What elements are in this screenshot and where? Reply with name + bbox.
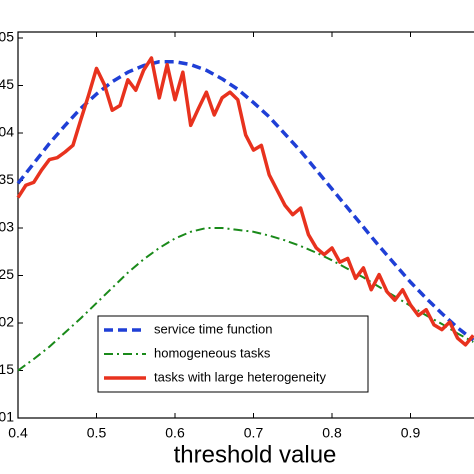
legend-label: service time function	[154, 321, 273, 336]
y-tick-label: 0.01	[0, 409, 14, 425]
legend-label: homogeneous tasks	[154, 345, 271, 360]
legend: service time function homogeneous tasks ta…	[97, 315, 369, 393]
y-tick-label: 0.015	[0, 361, 14, 377]
x-tick-label: 0.6	[165, 425, 185, 441]
y-tick-label: 0.03	[0, 219, 14, 235]
y-tick-label: 0.045	[0, 76, 14, 92]
x-tick-label: 0.7	[244, 425, 264, 441]
x-axis-label: threshold value	[174, 441, 337, 468]
y-tick-label: 0.02	[0, 314, 14, 330]
y-tick-label: 0.035	[0, 171, 14, 187]
y-tick-label: 0.04	[0, 124, 14, 140]
x-tick-label: 0.5	[87, 425, 107, 441]
x-tick-label: 0.8	[322, 425, 342, 441]
x-tick-label: 0.4	[8, 425, 28, 441]
series-line	[16, 56, 474, 347]
series-line	[16, 60, 474, 342]
legend-label: tasks with large heterogeneity	[154, 369, 326, 384]
y-tick-label: 0.05	[0, 29, 14, 45]
y-tick-label: 0.025	[0, 266, 14, 282]
x-tick-label: 0.9	[401, 425, 421, 441]
